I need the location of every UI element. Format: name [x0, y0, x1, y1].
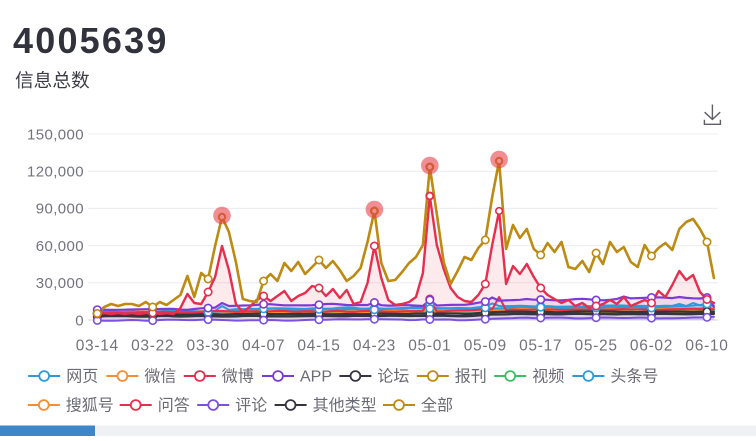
svg-text:报刊: 报刊 — [455, 368, 487, 386]
svg-text:60,000: 60,000 — [36, 238, 84, 255]
svg-text:微信: 微信 — [144, 368, 176, 386]
svg-text:4005639: 4005639 — [13, 20, 169, 61]
svg-text:05-01: 05-01 — [408, 338, 451, 355]
svg-text:APP: APP — [300, 369, 332, 386]
svg-text:视频: 视频 — [532, 368, 564, 386]
svg-text:120,000: 120,000 — [27, 164, 84, 181]
svg-text:05-09: 05-09 — [464, 338, 507, 355]
svg-text:网页: 网页 — [66, 369, 98, 386]
svg-text:30,000: 30,000 — [36, 275, 84, 292]
svg-text:05-25: 05-25 — [575, 338, 618, 355]
svg-text:其他类型: 其他类型 — [313, 397, 377, 415]
svg-text:04-15: 04-15 — [297, 338, 340, 355]
svg-text:全部: 全部 — [421, 397, 453, 415]
svg-text:04-07: 04-07 — [242, 338, 285, 355]
svg-text:05-17: 05-17 — [519, 338, 562, 355]
svg-text:问答: 问答 — [158, 397, 190, 415]
svg-text:150,000: 150,000 — [27, 126, 84, 143]
svg-text:03-14: 03-14 — [76, 338, 119, 355]
svg-text:搜狐号: 搜狐号 — [66, 397, 114, 415]
svg-text:90,000: 90,000 — [36, 201, 84, 218]
svg-text:评论: 评论 — [235, 397, 267, 415]
svg-text:微博: 微博 — [222, 368, 254, 386]
svg-text:论坛: 论坛 — [377, 368, 409, 386]
svg-text:03-22: 03-22 — [131, 338, 174, 355]
svg-text:头条号: 头条号 — [610, 368, 658, 386]
svg-text:03-30: 03-30 — [187, 338, 230, 355]
svg-text:06-10: 06-10 — [685, 338, 728, 355]
svg-text:信息总数: 信息总数 — [15, 70, 90, 91]
svg-text:0: 0 — [75, 312, 84, 329]
svg-text:04-23: 04-23 — [353, 338, 396, 355]
svg-text:06-02: 06-02 — [630, 338, 673, 355]
